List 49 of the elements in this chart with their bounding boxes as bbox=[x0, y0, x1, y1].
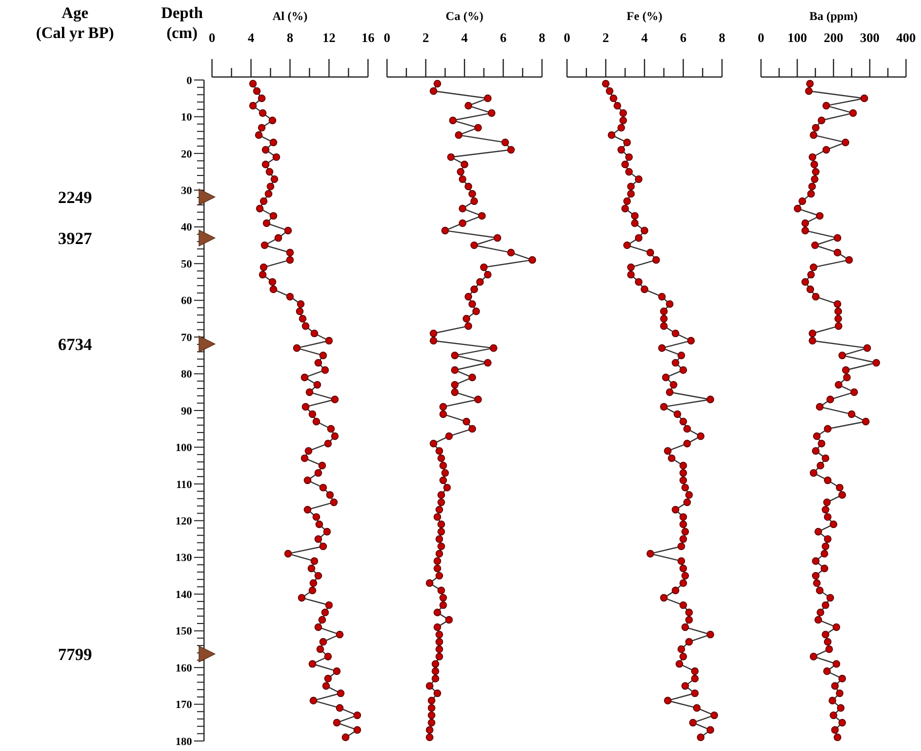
y-tick-label: 70 bbox=[181, 332, 192, 344]
x-tick-label: 0 bbox=[564, 30, 570, 45]
text: 2249 bbox=[58, 188, 92, 207]
x-tick-label: 16 bbox=[362, 30, 375, 45]
text: Age (Cal yr BP) bbox=[36, 5, 114, 42]
y-tick-label: 60 bbox=[181, 295, 192, 308]
x-tick-label: 12 bbox=[322, 30, 336, 45]
x-tick-label: 0 bbox=[384, 30, 390, 45]
x-tick-label: 6 bbox=[680, 30, 687, 45]
x-tick-label: 8 bbox=[538, 30, 546, 45]
y-tick-label: 0 bbox=[186, 74, 192, 87]
y-tick-label: 110 bbox=[176, 478, 192, 491]
y-tick-label: 30 bbox=[181, 185, 192, 198]
y-axis-title: Depth (cm) bbox=[161, 5, 203, 42]
x-tick-label: 200 bbox=[824, 30, 844, 45]
x-tick-label: 4 bbox=[461, 30, 468, 45]
x-tick-label: 2 bbox=[422, 30, 429, 45]
y-tick-label: 90 bbox=[181, 405, 192, 418]
x-tick-label: 100 bbox=[788, 30, 807, 45]
x-tick-label: 4 bbox=[641, 30, 648, 45]
y-tick-label: 50 bbox=[181, 258, 192, 270]
x-axis-title: Ba (ppm) bbox=[809, 9, 858, 23]
x-tick-label: 400 bbox=[896, 30, 916, 45]
y-tick-label: 130 bbox=[176, 552, 192, 564]
x-axis-title: Fe (%) bbox=[626, 9, 662, 23]
x-axis-title: Ca (%) bbox=[446, 9, 484, 23]
x-tick-label: 8 bbox=[718, 30, 726, 45]
y-tick-label: 40 bbox=[181, 222, 192, 234]
y-tick-label: 140 bbox=[176, 588, 192, 601]
x-tick-label: 2 bbox=[602, 30, 609, 45]
y-tick-label: 100 bbox=[176, 442, 192, 454]
x-tick-label: 0 bbox=[758, 30, 764, 45]
x-tick-label: 4 bbox=[248, 30, 255, 45]
y-tick-label: 20 bbox=[181, 148, 192, 160]
x-tick-label: 300 bbox=[860, 30, 880, 45]
x-axis-title: Al (%) bbox=[272, 9, 308, 23]
y-tick-label: 170 bbox=[176, 699, 192, 712]
x-tick-label: 6 bbox=[500, 30, 507, 45]
text: 6734 bbox=[58, 334, 92, 354]
y-tick-label: 150 bbox=[176, 626, 192, 638]
y-tick-label: 10 bbox=[181, 112, 192, 124]
x-tick-label: 8 bbox=[286, 30, 294, 45]
text: 7799 bbox=[58, 644, 92, 664]
y-tick-label: 160 bbox=[176, 662, 192, 674]
y-tick-label: 180 bbox=[176, 736, 192, 748]
x-tick-label: 0 bbox=[208, 30, 216, 45]
y-tick-label: 80 bbox=[181, 368, 192, 381]
y-tick-label: 120 bbox=[176, 516, 192, 528]
text: 3927 bbox=[58, 228, 92, 248]
